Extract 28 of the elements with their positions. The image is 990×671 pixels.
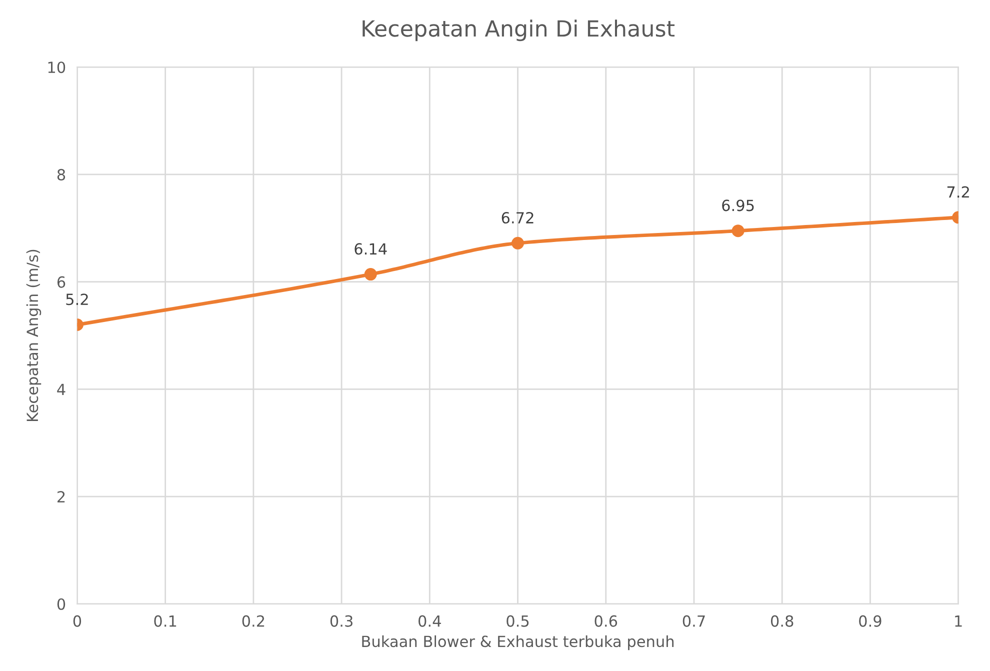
- x-tick-label: 1: [955, 615, 962, 627]
- y-tick-label: 4: [57, 384, 66, 395]
- data-label: 6.14: [354, 243, 387, 255]
- point: [732, 224, 744, 238]
- chart-title: Kecepatan Angin Di Exhaust: [362, 20, 675, 42]
- x-tick-label: 0: [73, 615, 82, 627]
- x-tick-label: 0.5: [506, 615, 529, 627]
- point: [364, 268, 377, 281]
- y-tick-label: 2: [58, 491, 65, 502]
- x-axis-title: Bukaan Blower & Exhaust terbuka penuh: [362, 635, 674, 650]
- x-tick-label: 0.2: [242, 615, 264, 627]
- x-tick-label: 0.6: [594, 615, 618, 627]
- data-label: 6.95: [722, 200, 754, 212]
- x-tick-label: 0.7: [682, 615, 705, 627]
- point: [512, 236, 524, 250]
- x-tick-label: 0.9: [859, 615, 882, 627]
- data-label: 5.2: [66, 294, 88, 306]
- x-tick-label: 0.8: [770, 615, 794, 627]
- y-tick-label: 8: [57, 168, 66, 180]
- data-label: 7.2: [947, 186, 969, 198]
- x-tick-label: 0.4: [418, 615, 441, 627]
- y-tick-label: 0: [57, 598, 66, 610]
- x-tick-label: 0.1: [154, 615, 176, 627]
- x-tick-label: 0.3: [330, 615, 352, 627]
- y-tick-label: 6: [57, 276, 66, 288]
- y-tick-label: 10: [48, 62, 66, 74]
- data-label: 6.72: [502, 212, 534, 224]
- y-axis-title: Kecepatan Angin (m/s): [26, 250, 42, 421]
